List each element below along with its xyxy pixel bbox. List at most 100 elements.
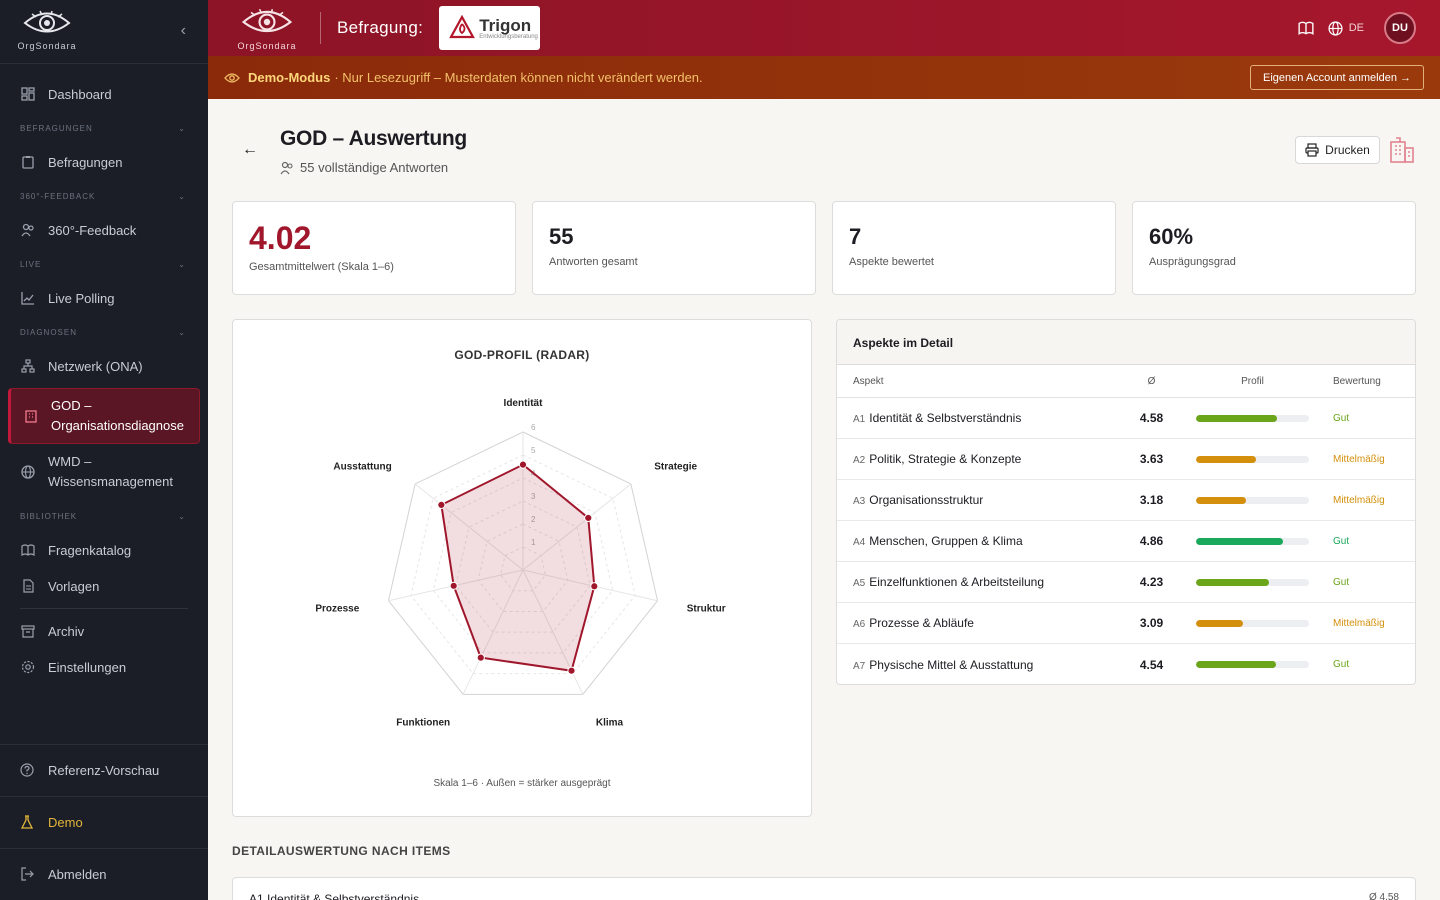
radar-category-label: Struktur [687,603,726,614]
sidebar-item-label: Referenz-Vorschau [48,763,160,778]
aspect-avg: 4.86 [1139,534,1164,548]
table-row[interactable]: A5 Einzelfunktionen & Arbeitsteilung 4.23 G… [837,562,1415,603]
aspect-label: Identität & Selbstverständnis [869,411,1022,425]
sidebar-item-360-feedback[interactable]: 360°-Feedback [0,212,208,248]
sidebar-item-god[interactable]: GOD – Organisationsdiagnose [8,388,200,444]
label-line1: GOD – [51,398,92,413]
table-row[interactable]: A3 Organisationsstruktur 3.18 Mittelmäßig [837,480,1415,521]
back-arrow-icon[interactable]: ← [242,141,258,158]
radar-category-label: Funktionen [396,717,450,728]
logo[interactable]: OrgSondara [16,8,78,51]
table-row[interactable]: A6 Prozesse & Abläufe 3.09 Mittelmäßig [837,603,1415,644]
profile-bar [1196,496,1309,504]
eye-icon [224,72,240,83]
section-befragungen[interactable]: BEFRAGUNGEN ⌄ [0,112,208,144]
survey-label: Befragung: [337,18,424,37]
section-bibliothek[interactable]: BIBLIOTHEK ⌄ [0,500,208,532]
avatar[interactable]: DU [1384,12,1416,44]
aspects-detail-table: Aspekte im Detail Aspekt Ø Profil Bewert… [836,319,1416,685]
register-account-button[interactable]: Eigenen Account anmelden → [1250,65,1424,90]
radar-point [518,460,528,469]
radar-point [567,666,576,675]
users-icon [20,222,36,238]
radar-point [437,500,446,509]
sidebar-footer: Referenz-Vorschau Demo Abmelden [0,744,208,900]
sidebar-item-abmelden[interactable]: Abmelden [0,848,208,900]
radar-grid-ring [455,500,591,633]
radar-point [584,513,593,523]
print-button[interactable]: Drucken [1295,136,1380,164]
sidebar-item-label: Abmelden [48,867,107,882]
radar-tick-label: 6 [531,423,536,432]
aspect-label: Einzelfunktionen & Arbeitsteilung [869,575,1045,589]
partner-text: Trigon Entwicklungsberatung [479,17,538,40]
sidebar-item-dashboard[interactable]: Dashboard [0,76,208,112]
aspect-code: A1 [853,414,866,425]
sidebar-brand: OrgSondara ‹ [0,0,208,64]
aspect-rating: Mittelmäßig [1333,494,1385,506]
sidebar-item-label: Demo [48,815,83,830]
radar-title: GOD-PROFIL (RADAR) [454,348,590,362]
table-row[interactable]: A4 Menschen, Gruppen & Klima 4.86 Gut [837,521,1415,562]
sidebar-item-archiv[interactable]: Archiv [0,613,208,649]
section-live[interactable]: LIVE ⌄ [0,248,208,280]
book-open-icon [20,542,36,558]
logout-icon [20,866,36,883]
sidebar-item-label: Live Polling [48,290,115,306]
profile-bar-fill [1196,496,1246,504]
sidebar-item-wmd[interactable]: WMD – Wissensmanagement [0,444,208,500]
radar-grid-ring [410,454,636,675]
collapse-sidebar-icon[interactable]: ‹ [180,22,186,39]
sidebar-item-referenz[interactable]: Referenz-Vorschau [0,744,208,796]
stat-label: Aspekte bewertet [849,256,934,268]
column-header-avg: Ø [1147,375,1156,387]
aspect-name: A3 Organisationsstruktur [853,493,983,507]
sidebar-item-netzwerk[interactable]: Netzwerk (ONA) [0,348,208,384]
dashboard-icon [20,86,36,102]
aspect-avg: 4.58 [1139,411,1164,425]
table-row[interactable]: A1 Identität & Selbstverständnis 4.58 Gut [837,398,1415,439]
flask-icon [20,814,36,831]
aspect-name: A4 Menschen, Gruppen & Klima [853,534,1023,548]
aspect-label: Politik, Strategie & Konzepte [869,452,1022,466]
aspect-label: Physische Mittel & Ausstattung [869,657,1034,672]
sidebar-item-fragenkatalog[interactable]: Fragenkatalog [0,532,208,568]
sidebar-item-label: Archiv [48,623,85,639]
globe-icon [20,464,36,480]
table-header: Aspekt Ø Profil Bewertung [837,365,1415,398]
partner-subtitle: Entwicklungsberatung [479,33,538,40]
radar-grid-ring [477,523,569,612]
section-360-feedback[interactable]: 360°-FEEDBACK ⌄ [0,180,208,212]
clipboard-icon [20,154,36,170]
sidebar-item-einstellungen[interactable]: Einstellungen [0,649,208,685]
table-row[interactable]: A2 Politik, Strategie & Konzepte 3.63 Mitte… [837,439,1415,480]
item-accordion-a1[interactable]: A1 Identität & Selbstverständnis Ø 4.58 [232,877,1416,900]
sidebar-item-label: 360°-Feedback [48,222,137,238]
section-diagnosen[interactable]: DIAGNOSEN ⌄ [0,316,208,348]
aspect-code: A3 [853,496,866,507]
stat-label: Gesamtmittelwert (Skala 1–6) [249,261,394,273]
building-icon[interactable] [1388,136,1416,169]
item-avg: Ø 4.58 [1368,892,1399,900]
topbar-logo[interactable]: OrgSondara [236,6,298,51]
sidebar-item-live-polling[interactable]: Live Polling [0,280,208,316]
radar-axis [522,569,658,602]
eye-logo-icon [241,8,293,32]
aspect-name: A7 Physische Mittel & Ausstattung [853,658,1033,672]
sidebar-item-vorlagen[interactable]: Vorlagen [0,568,208,604]
sidebar-item-demo[interactable]: Demo [0,796,208,848]
aspect-rating: Mittelmäßig [1333,617,1385,629]
stat-value: 60% [1149,224,1194,249]
radar-tick-label: 5 [531,446,536,455]
table-row[interactable]: A7 Physische Mittel & Ausstattung 4.54 Gut [837,644,1415,684]
sidebar-item-befragungen[interactable]: Befragungen [0,144,208,180]
aspect-code: A5 [853,578,866,589]
book-open-icon[interactable] [1298,20,1314,36]
radar-tick-label: 2 [531,515,536,524]
sidebar-item-label: Netzwerk (ONA) [48,358,143,374]
aspect-avg: 3.09 [1139,616,1164,630]
aspect-code: A2 [853,455,866,466]
response-count: 55 vollständige Antworten [300,160,449,175]
aspect-rating: Gut [1333,535,1350,547]
language-switcher[interactable]: DE [1328,20,1364,36]
